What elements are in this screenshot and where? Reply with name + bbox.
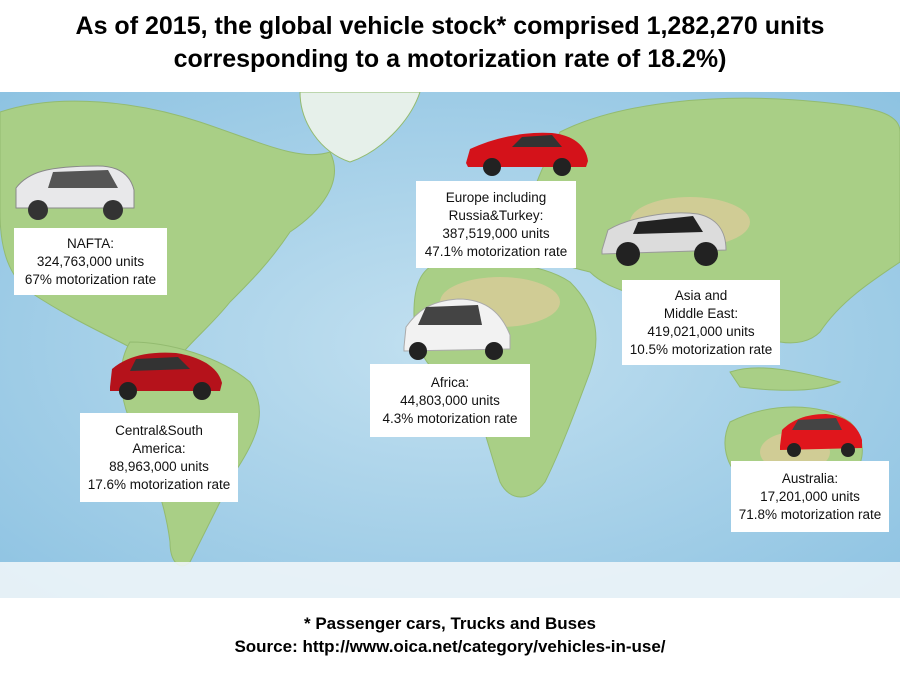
region-units: 324,763,000 units — [36, 253, 145, 269]
region-name: NAFTA: — [67, 235, 114, 251]
greenland — [299, 92, 421, 163]
car-image-asia — [601, 212, 727, 266]
page-title: As of 2015, the global vehicle stock* co… — [0, 10, 900, 76]
region-rate: 17.6% motorization rate — [87, 476, 231, 492]
region-box-asia: Asia and Middle East: 419,021,000 units … — [622, 280, 780, 365]
car-image-nafta — [15, 165, 135, 220]
region-name: Australia: — [781, 470, 839, 486]
region-name: Africa: — [430, 374, 470, 390]
region-rate: 4.3% motorization rate — [382, 410, 518, 426]
region-units: 88,963,000 units — [109, 458, 209, 474]
region-box-central-south-america: Central&South America: 88,963,000 units … — [80, 413, 238, 502]
footer: * Passenger cars, Trucks and Buses Sourc… — [0, 612, 900, 658]
region-rate: 67% motorization rate — [24, 271, 157, 287]
region-box-australia: Australia: 17,201,000 units 71.8% motori… — [731, 461, 889, 532]
region-rate: 71.8% motorization rate — [738, 506, 882, 522]
title-line-1: As of 2015, the global vehicle stock* co… — [75, 12, 825, 40]
region-name-2: America: — [132, 440, 186, 456]
car-image-australia — [780, 414, 862, 457]
antarctica — [0, 562, 900, 598]
car-image-south-america — [110, 352, 222, 400]
region-box-europe: Europe including Russia&Turkey: 387,519,… — [416, 181, 576, 268]
region-units: 44,803,000 units — [400, 392, 500, 408]
car-image-africa — [403, 298, 511, 360]
region-units: 387,519,000 units — [442, 225, 550, 241]
region-rate: 47.1% motorization rate — [424, 243, 568, 259]
indonesia — [729, 367, 842, 391]
region-name-2: Russia&Turkey: — [448, 207, 544, 223]
region-rate: 10.5% motorization rate — [629, 341, 773, 357]
region-name: Central&South — [115, 422, 203, 438]
region-box-africa: Africa: 44,803,000 units 4.3% motorizati… — [370, 364, 530, 437]
footnote: * Passenger cars, Trucks and Buses — [304, 614, 596, 633]
region-name-2: Middle East: — [663, 305, 739, 321]
region-name: Europe including — [445, 189, 547, 205]
source-citation: Source: http://www.oica.net/category/veh… — [234, 637, 666, 656]
region-name: Asia and — [674, 287, 728, 303]
region-units: 17,201,000 units — [760, 488, 860, 504]
region-units: 419,021,000 units — [647, 323, 755, 339]
region-box-nafta: NAFTA: 324,763,000 units 67% motorizatio… — [14, 228, 167, 295]
title-line-2: corresponding to a motorization rate of … — [173, 45, 727, 73]
car-image-europe — [466, 132, 588, 176]
